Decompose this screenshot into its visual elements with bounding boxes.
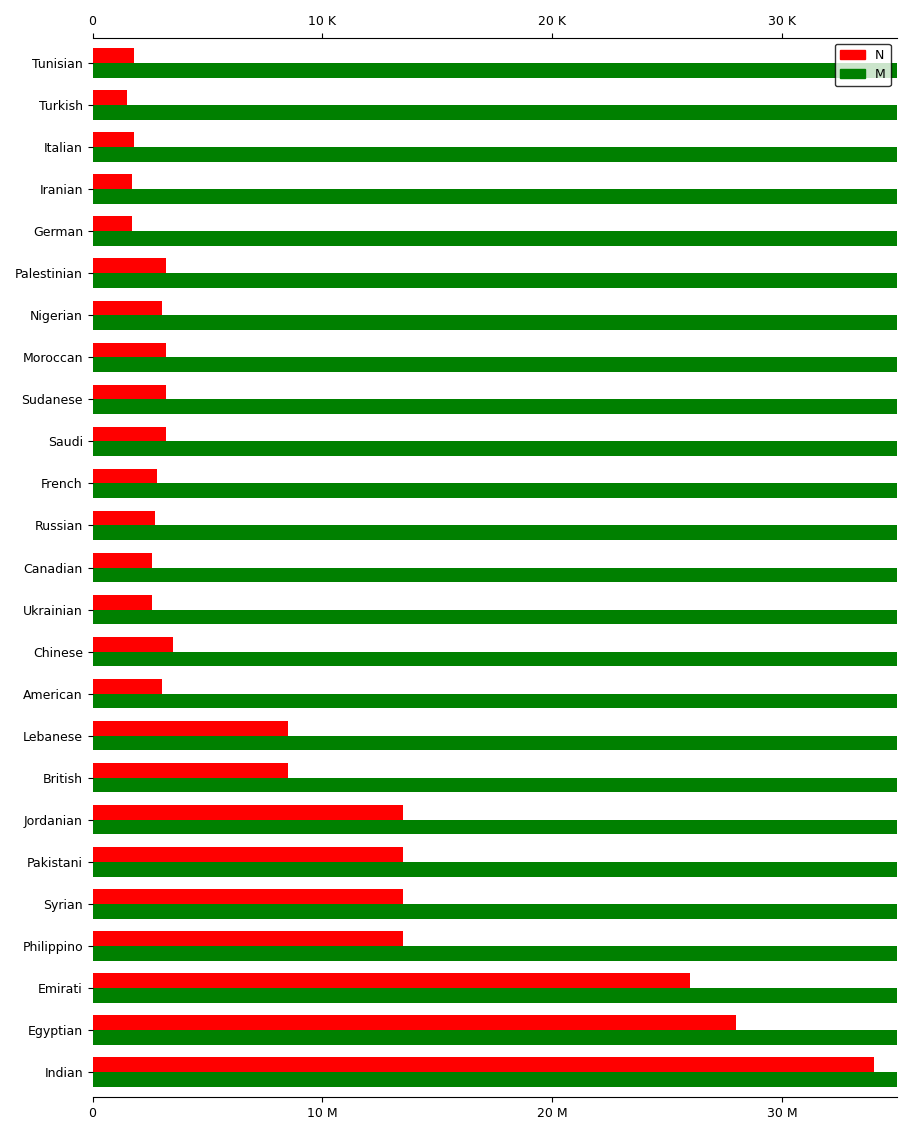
Bar (93, 1073, 911, 1087)
Bar (93, 148, 911, 162)
Bar (93, 1058, 873, 1073)
Legend: N, M: N, M (834, 44, 890, 86)
Bar (93, 274, 911, 288)
Bar (93, 889, 403, 903)
Bar (93, 721, 288, 735)
Bar (93, 259, 166, 274)
Bar (93, 1016, 735, 1029)
Bar (93, 1029, 911, 1044)
Bar (93, 693, 911, 708)
Bar (93, 763, 288, 777)
Bar (93, 735, 911, 750)
Bar (93, 903, 911, 918)
Bar (93, 358, 911, 372)
Bar (93, 190, 911, 204)
Bar (93, 637, 173, 651)
Bar (93, 133, 134, 148)
Bar (93, 819, 911, 834)
Bar (93, 595, 152, 609)
Bar (93, 568, 911, 582)
Bar (93, 553, 152, 568)
Bar (93, 316, 911, 330)
Bar (93, 861, 911, 876)
Bar (93, 106, 911, 119)
Bar (93, 48, 134, 62)
Bar (93, 484, 911, 498)
Bar (93, 217, 131, 232)
Bar (93, 427, 166, 442)
Bar (93, 442, 911, 456)
Bar (93, 945, 911, 960)
Bar (93, 651, 911, 666)
Bar (93, 679, 161, 693)
Bar (93, 847, 403, 861)
Bar (93, 511, 155, 526)
Bar (93, 526, 911, 540)
Bar (93, 931, 403, 945)
Bar (93, 91, 127, 106)
Bar (93, 385, 166, 400)
Bar (93, 777, 911, 792)
Bar (93, 62, 911, 77)
Bar (93, 609, 911, 624)
Bar (93, 175, 131, 190)
Bar (93, 805, 403, 819)
Bar (93, 343, 166, 358)
Bar (93, 469, 157, 484)
Bar (93, 232, 911, 246)
Bar (93, 987, 911, 1002)
Bar (93, 400, 911, 414)
Bar (93, 301, 161, 316)
Bar (93, 973, 690, 987)
